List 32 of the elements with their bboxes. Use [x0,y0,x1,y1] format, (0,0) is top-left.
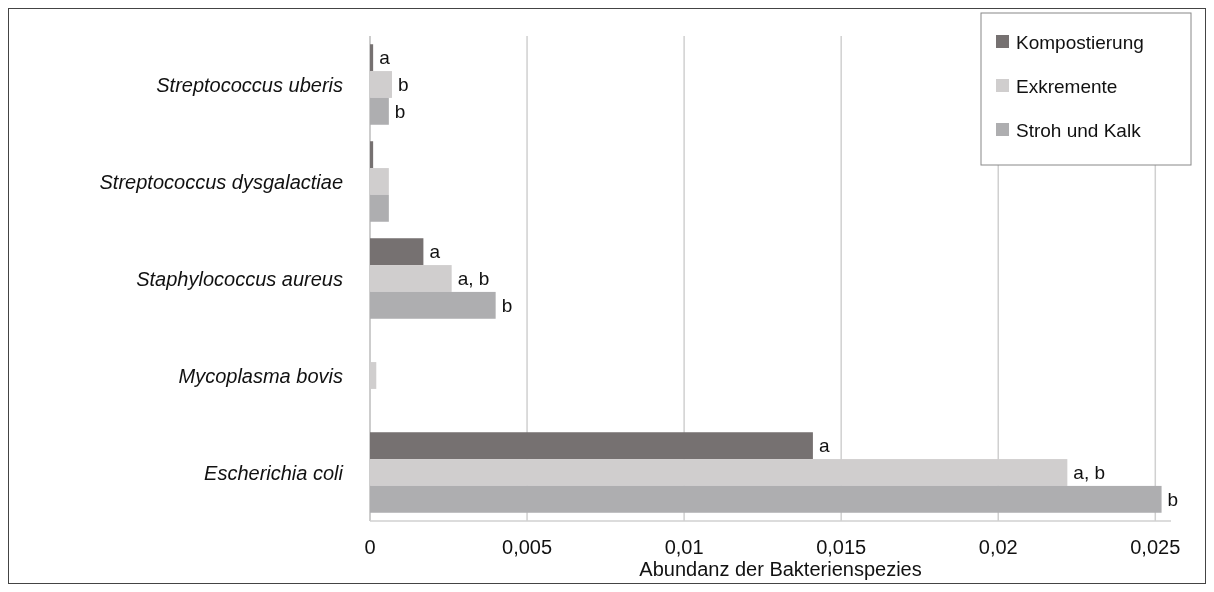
data-label: b [394,100,406,122]
data-label: a [429,241,441,263]
y-tick-label: Escherichia coli [204,461,344,484]
bar [370,97,389,125]
bar [370,485,1162,513]
data-label: a [379,47,391,69]
data-label: b [1167,488,1179,510]
x-tick-label: 0,025 [1130,536,1181,558]
x-tick-label: 0 [364,536,376,558]
x-tick-label: 0,005 [502,536,553,558]
bar [370,141,374,169]
y-tick-label: Streptococcus dysgalactiae [99,170,343,193]
legend-label: Kompostierung [1016,31,1144,53]
data-label: b [397,74,409,95]
bar [370,238,424,266]
bar [370,291,496,319]
legend-label: Stroh und Kalk [1016,119,1142,141]
data-label: a, b [457,268,490,289]
x-tick-label: 0,02 [978,536,1018,558]
y-tick-label: Streptococcus uberis [156,73,343,96]
bar [370,44,374,72]
data-label: b [501,294,513,316]
y-tick-label: Mycoplasma bovis [178,364,343,387]
legend-label: Exkremente [1016,75,1118,97]
x-axis-title: Abundanz der Bakterienspezies [639,558,922,580]
y-tick-label: Staphylococcus aureus [136,267,343,290]
x-tick-label: 0,01 [664,536,704,558]
bar [370,432,813,460]
x-tick-label: 0,015 [816,536,867,558]
data-label: a [818,435,830,457]
bar [370,194,389,222]
data-label: a, b [1073,462,1106,483]
